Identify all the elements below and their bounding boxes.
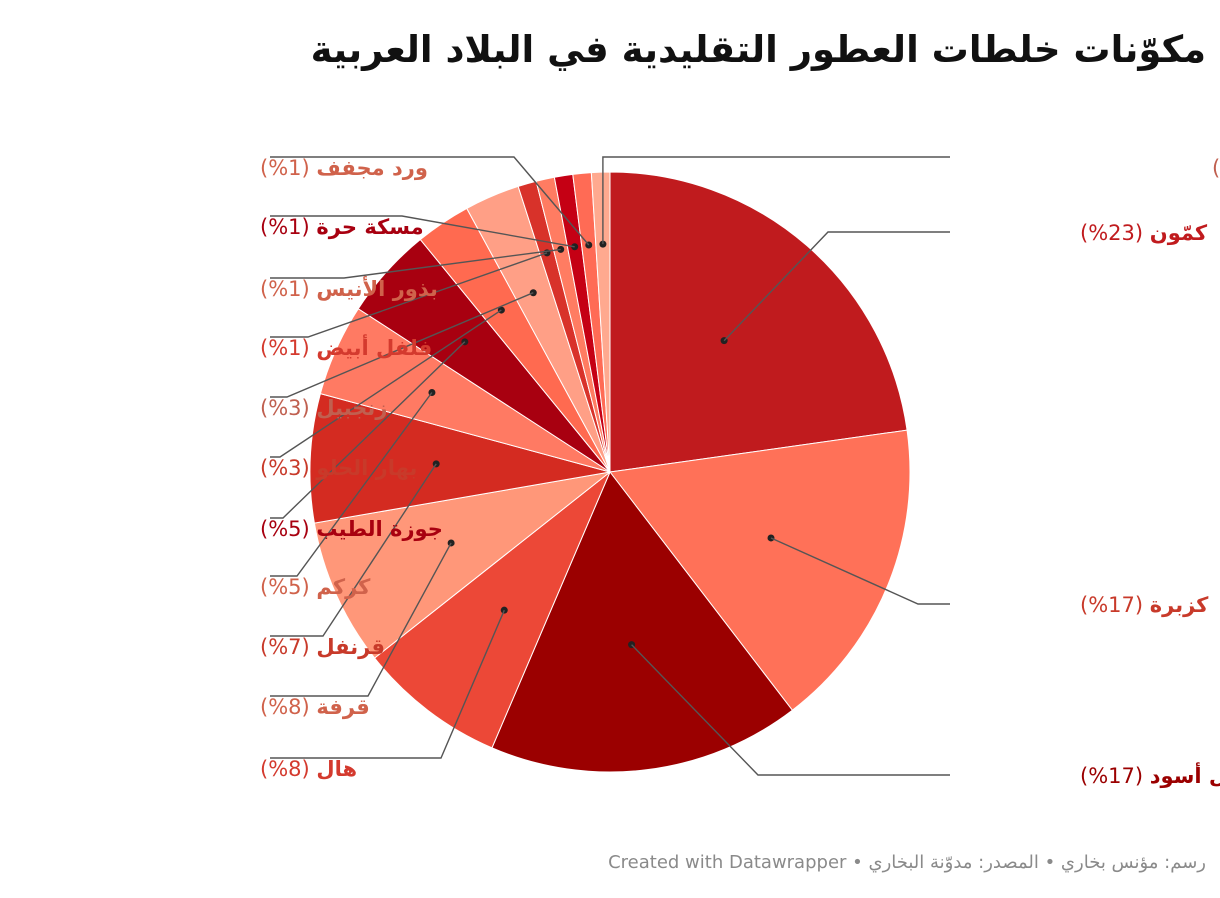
slice-label: كركم (5%) bbox=[260, 575, 371, 599]
slice-label-value: (1%) bbox=[1212, 156, 1220, 180]
leader-line bbox=[270, 463, 437, 637]
slice-label-name: جوزة الطيب bbox=[316, 517, 442, 541]
leader-line bbox=[770, 537, 950, 605]
slice-label: ورد مجفف (1%) bbox=[260, 156, 428, 180]
slice-label-value: (5%) bbox=[260, 517, 316, 541]
slice-label: قرفة (8%) bbox=[260, 695, 370, 719]
pie-slice bbox=[609, 171, 908, 473]
leader-line bbox=[270, 156, 590, 246]
slice-label-value: (17%) bbox=[1080, 764, 1150, 788]
leader-line bbox=[270, 542, 452, 697]
leader-dot bbox=[599, 240, 607, 248]
slice-label: فلفل أسود (17%) bbox=[1080, 761, 1220, 788]
leader-line bbox=[270, 609, 505, 759]
slice-label-name: كركم bbox=[316, 575, 371, 599]
slice-label-value: (1%) bbox=[260, 215, 316, 239]
leader-line bbox=[270, 341, 466, 519]
slice-label-value: (8%) bbox=[260, 757, 316, 781]
leader-line bbox=[602, 156, 950, 245]
slice-label-value: (5%) bbox=[260, 575, 316, 599]
slice-label-name: فلفل أسود bbox=[1150, 761, 1220, 788]
slice-label: كمّون (23%) bbox=[1080, 221, 1208, 245]
slice-label-name: قرفة bbox=[316, 695, 369, 719]
slice-label: كزبرة (17%) bbox=[1080, 593, 1209, 617]
slice-label-name: قرنفل bbox=[316, 635, 385, 659]
slice-label-value: (8%) bbox=[260, 695, 316, 719]
leader-line bbox=[723, 231, 950, 342]
slice-label: فلفل أبيض (1%) bbox=[260, 333, 432, 360]
slice-label: قرنفل (7%) bbox=[260, 635, 385, 659]
leader-line bbox=[270, 309, 502, 458]
slice-label-name: كزبرة bbox=[1150, 593, 1209, 617]
leader-dot bbox=[432, 460, 440, 468]
slice-label: زنجبيل (3%) bbox=[260, 396, 387, 420]
leader-dot bbox=[557, 245, 565, 253]
pie-slices bbox=[309, 171, 911, 773]
slice-label-value: (1%) bbox=[260, 277, 316, 301]
slice-label-name: بهار الحلو bbox=[315, 456, 417, 480]
slice-label-name: ورد مجفف bbox=[316, 156, 428, 180]
slice-label-value: (3%) bbox=[260, 396, 316, 420]
slice-label: بذور الأنيس (1%) bbox=[260, 275, 438, 301]
slice-label-value: (1%) bbox=[260, 336, 316, 360]
chart-title: مكوّنات خلطات العطور التقليدية في البلاد… bbox=[310, 28, 1206, 71]
slice-label: بهار الحلو (3%) bbox=[260, 456, 417, 480]
slice-label-name: زنجبيل bbox=[316, 396, 387, 420]
slice-label-name: بذور الأنيس bbox=[316, 275, 437, 301]
slice-label-name: فلفل أبيض bbox=[316, 333, 432, 360]
leader-line bbox=[270, 215, 575, 248]
slice-label-name: كمّون bbox=[1150, 221, 1208, 245]
leader-line bbox=[270, 392, 433, 577]
slice-label-value: (23%) bbox=[1080, 221, 1150, 245]
pie-slice bbox=[491, 471, 794, 773]
slice-label: مسكة حرة (1%) bbox=[260, 215, 424, 239]
pie-slice bbox=[590, 171, 611, 473]
slice-label-value: (3%) bbox=[260, 456, 316, 480]
slice-label: جوزة الطيب (5%) bbox=[260, 517, 443, 541]
slice-label-value: (1%) bbox=[260, 156, 316, 180]
slice-label: هال (8%) bbox=[260, 757, 357, 781]
slice-label-name: هال bbox=[316, 757, 357, 781]
slice-labels: كمّون (23%)كزبرة (17%)فلفل أسود (17%)هال… bbox=[260, 156, 1220, 788]
leader-line bbox=[270, 292, 534, 398]
slice-label: فلفل حلو (1%) bbox=[1212, 156, 1220, 180]
leader-line bbox=[270, 252, 548, 338]
pie-slice bbox=[309, 392, 611, 524]
slice-label-value: (7%) bbox=[260, 635, 316, 659]
leader-dot bbox=[767, 534, 775, 542]
pie-slice bbox=[373, 471, 611, 749]
leader-line bbox=[270, 248, 561, 279]
slice-label-value: (17%) bbox=[1080, 593, 1150, 617]
chart-footer: رسم: مؤنس بخاري • المصدر: مدوّنة البخاري… bbox=[608, 852, 1206, 873]
pie-slice bbox=[609, 429, 911, 711]
leader-lines bbox=[270, 156, 950, 776]
pie-slice bbox=[313, 471, 611, 659]
leader-line bbox=[631, 644, 950, 776]
slice-label-name: مسكة حرة bbox=[316, 215, 423, 239]
